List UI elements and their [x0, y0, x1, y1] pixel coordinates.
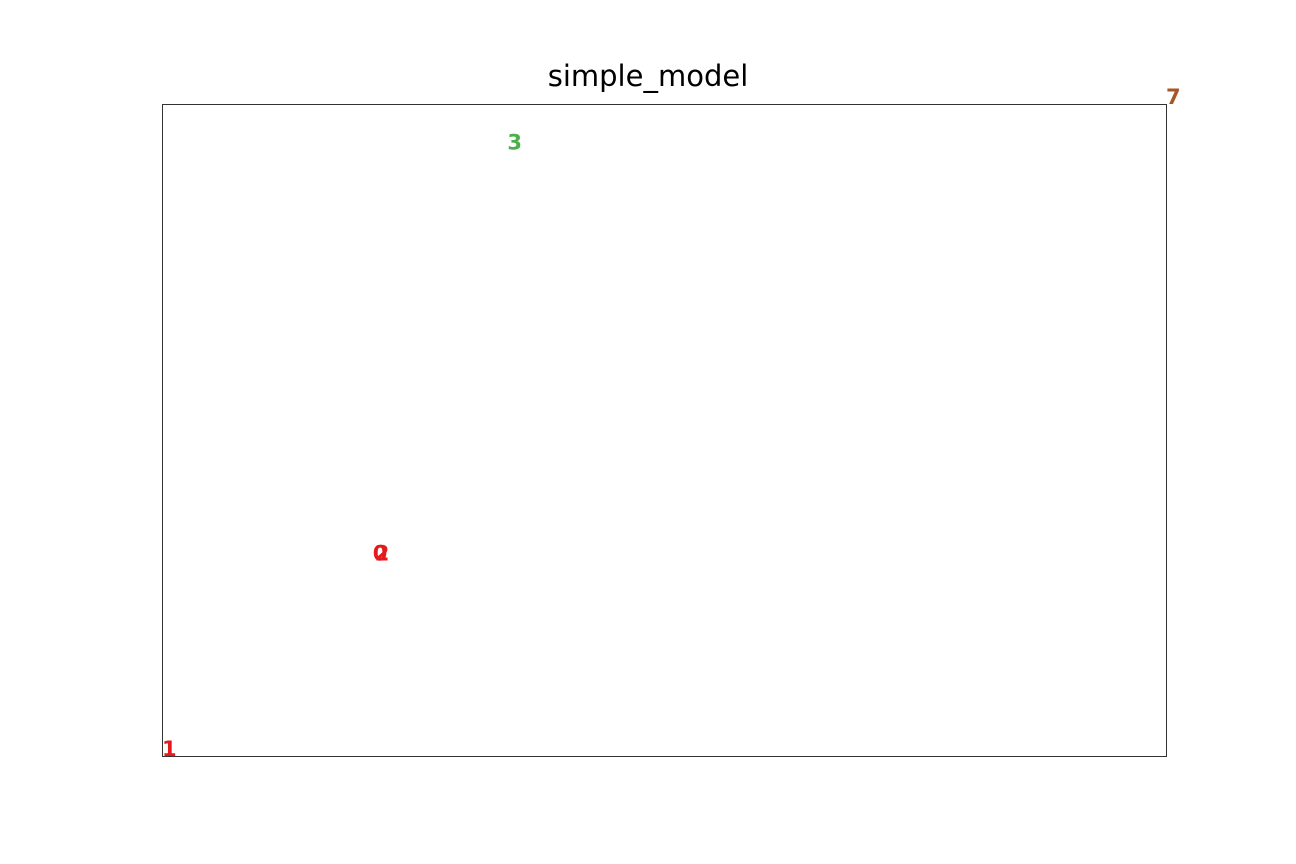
point-label-1: 1	[162, 737, 177, 761]
point-label-3: 3	[507, 131, 522, 155]
point-label-7: 7	[1166, 85, 1181, 109]
point-label-0: 0	[373, 541, 388, 565]
chart-title: simple_model	[548, 59, 749, 93]
data-points-layer: 0 1 2 3 7	[162, 85, 1181, 761]
plot-area-frame	[162, 104, 1167, 757]
point-label-2: 2	[375, 541, 390, 565]
